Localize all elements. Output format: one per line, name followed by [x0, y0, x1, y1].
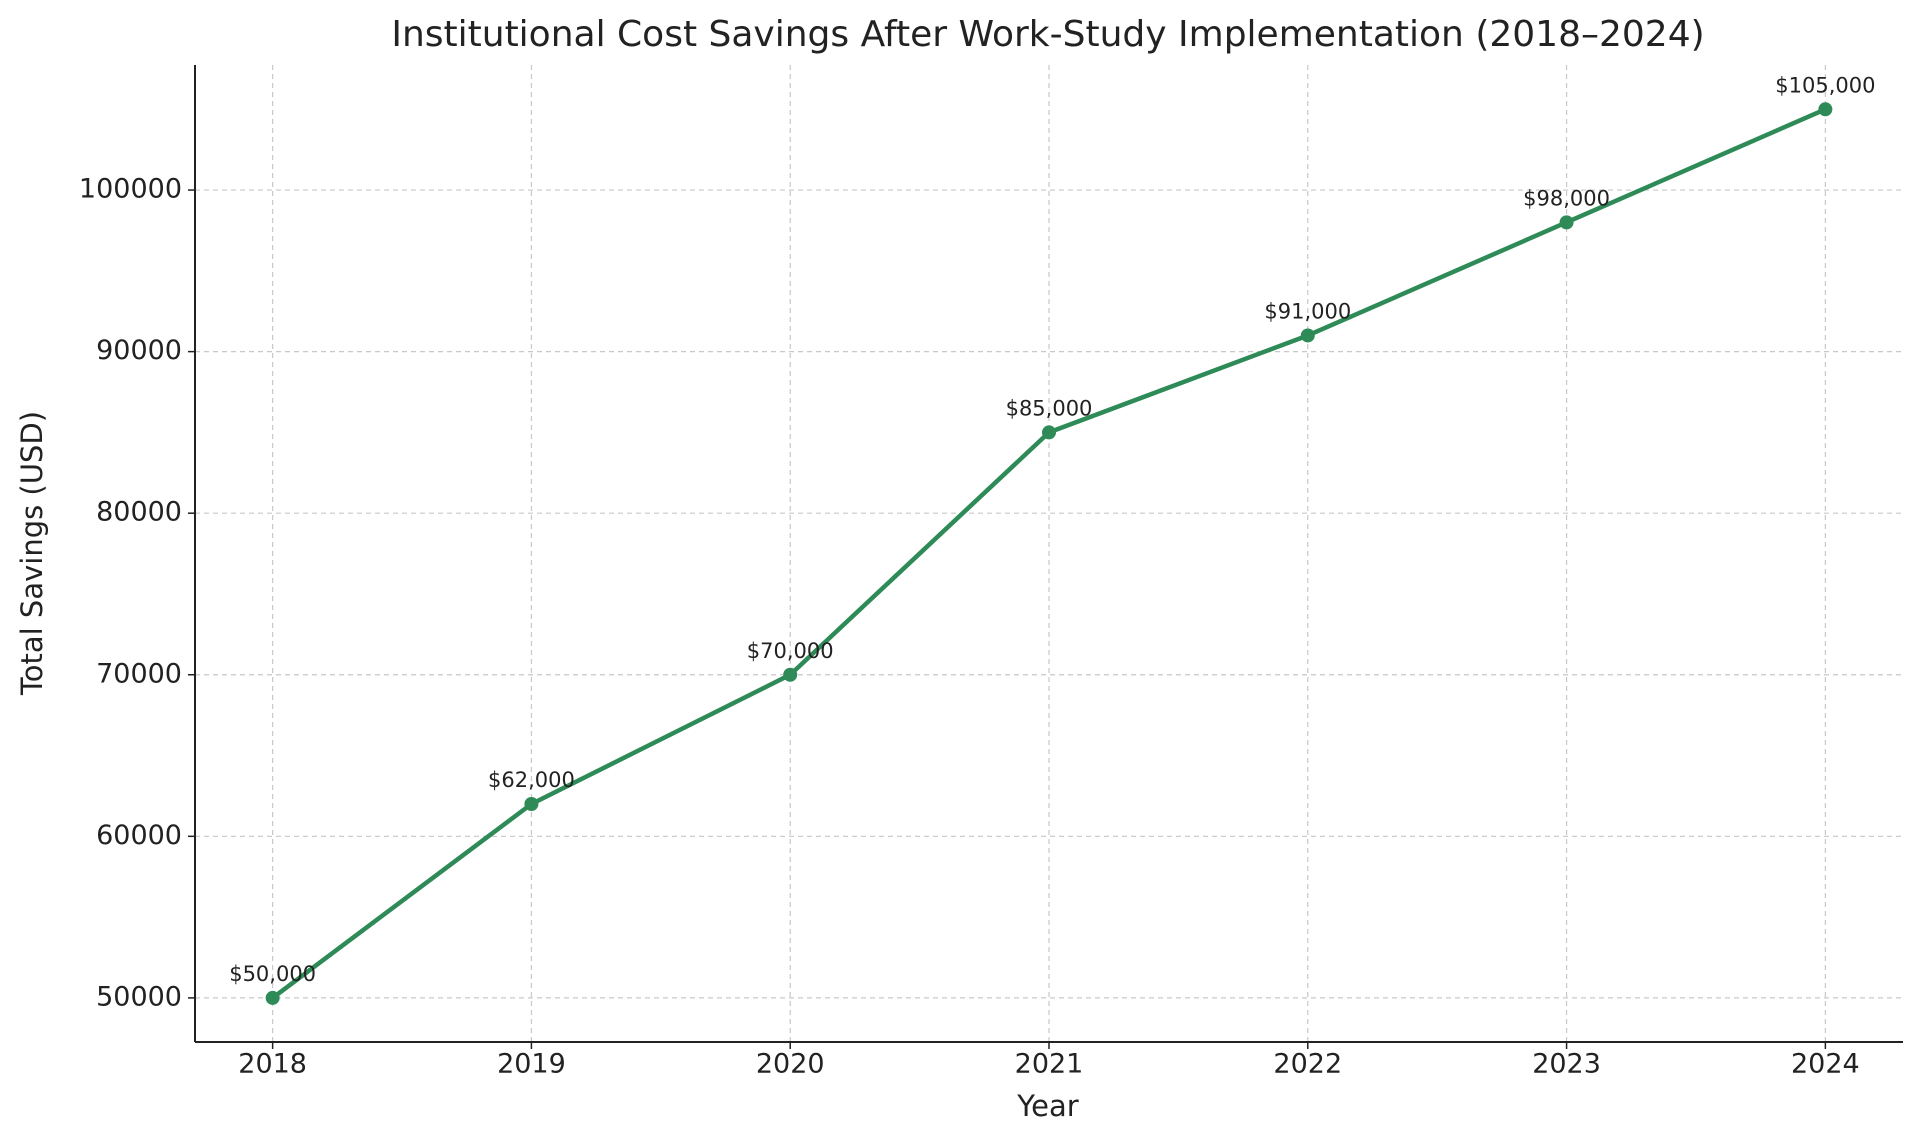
data-label: $62,000 [488, 768, 575, 792]
x-tick-label: 2021 [1015, 1049, 1084, 1080]
data-label: $91,000 [1264, 299, 1351, 323]
x-tick-label: 2022 [1273, 1049, 1342, 1080]
point [265, 990, 280, 1005]
x-tick-label: 2023 [1532, 1049, 1601, 1080]
x-axis-label: Year [1016, 1089, 1078, 1123]
data-label: $85,000 [1006, 396, 1093, 420]
y-tick-label: 60000 [96, 820, 182, 851]
y-tick-label: 50000 [96, 981, 182, 1012]
y-tick-label: 90000 [96, 335, 182, 366]
y-tick-label: 70000 [96, 658, 182, 689]
point [783, 667, 798, 682]
point [1559, 215, 1574, 230]
point [1042, 425, 1056, 440]
point [1300, 328, 1315, 343]
y-axis-label: Total Savings (USD) [15, 411, 49, 696]
x-tick-label: 2019 [497, 1049, 566, 1080]
data-label: $98,000 [1523, 186, 1610, 210]
data-label: $105,000 [1775, 73, 1875, 97]
y-tick-label: 80000 [96, 497, 182, 528]
point [524, 797, 539, 812]
chart-title: Institutional Cost Savings After Work-St… [391, 14, 1704, 55]
x-tick-label: 2024 [1791, 1049, 1860, 1080]
x-tick-label: 2018 [238, 1049, 307, 1080]
point [1818, 102, 1833, 117]
x-tick-label: 2020 [756, 1049, 825, 1080]
data-label: $50,000 [229, 962, 316, 986]
data-label: $70,000 [747, 639, 834, 663]
y-tick-label: 100000 [79, 174, 182, 205]
